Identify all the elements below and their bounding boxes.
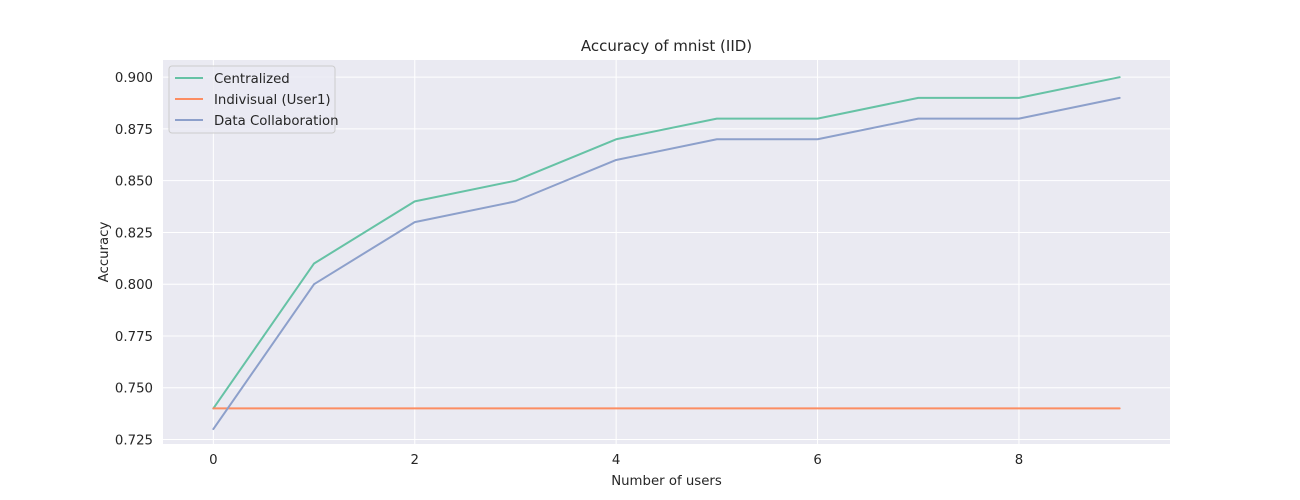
legend-box xyxy=(168,65,336,134)
y-axis-label: Accuracy xyxy=(97,222,112,283)
x-axis-label: Number of users xyxy=(611,474,722,489)
chart-title: Accuracy of mnist (IID) xyxy=(581,37,752,55)
y-tick-label: 0.900 xyxy=(115,71,153,86)
x-tick-label: 4 xyxy=(612,453,620,468)
series-line-0 xyxy=(212,76,1121,410)
series-line-2 xyxy=(212,96,1121,431)
y-tick-label: 0.800 xyxy=(115,278,153,293)
x-tick-label: 6 xyxy=(813,453,821,468)
y-tick-label: 0.825 xyxy=(115,226,153,241)
legend: Centralized Indivisual (User1) Data Collab… xyxy=(168,65,339,134)
legend-label: Centralized xyxy=(214,72,290,87)
x-tick-label: 8 xyxy=(1015,453,1023,468)
y-tick-label: 0.725 xyxy=(115,433,153,448)
y-tick-label: 0.775 xyxy=(115,330,153,345)
y-tick-label: 0.850 xyxy=(115,175,153,190)
y-tick-label: 0.875 xyxy=(115,123,153,138)
x-tick-label: 2 xyxy=(411,453,419,468)
series-lines xyxy=(212,76,1121,431)
y-tick-label: 0.750 xyxy=(115,382,153,397)
legend-label: Indivisual (User1) xyxy=(214,93,331,108)
x-tick-labels: 0 2 4 6 8 xyxy=(209,453,1023,468)
x-tick-label: 0 xyxy=(209,453,217,468)
legend-label: Data Collaboration xyxy=(214,114,339,129)
y-tick-labels: 0.725 0.750 0.775 0.800 0.825 0.850 0.875 0.900 xyxy=(115,71,153,448)
grid-lines xyxy=(163,60,1170,444)
